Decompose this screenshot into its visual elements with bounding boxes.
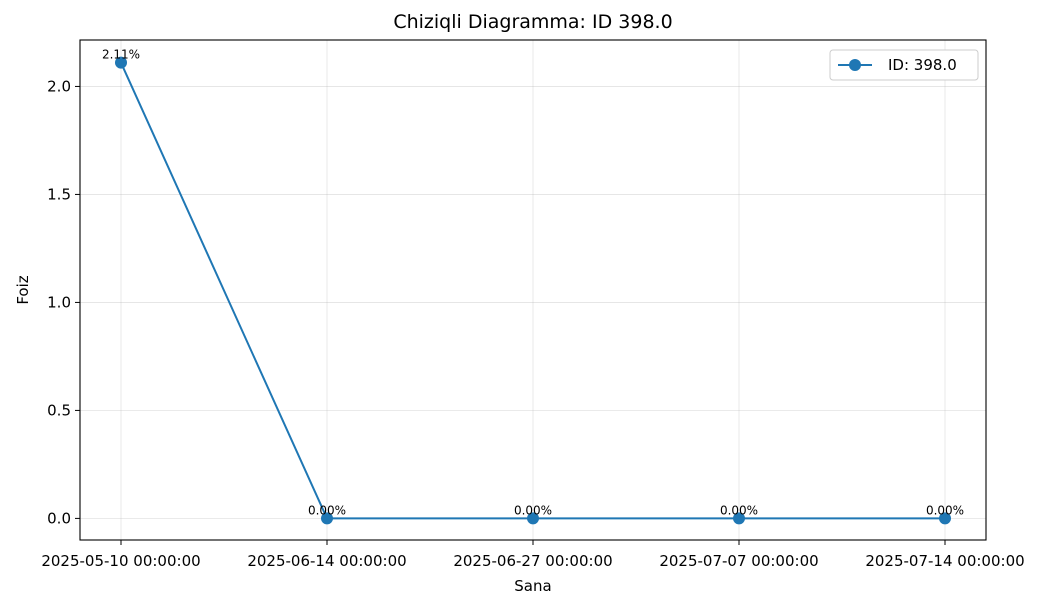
x-tick-label: 2025-06-27 00:00:00 bbox=[453, 552, 612, 570]
data-point-label: 0.00% bbox=[720, 503, 758, 517]
y-tick-label: 1.0 bbox=[47, 293, 71, 311]
y-axis-ticks: 0.0 0.5 1.0 1.5 2.0 bbox=[47, 77, 80, 527]
data-point-marker bbox=[733, 512, 745, 525]
y-tick-label: 1.5 bbox=[47, 185, 71, 203]
data-point-label: 0.00% bbox=[514, 503, 552, 517]
y-axis-label: Foiz bbox=[14, 275, 32, 304]
data-point-label: 0.00% bbox=[926, 503, 964, 517]
legend-marker-swatch bbox=[849, 59, 861, 71]
x-tick-label: 2025-07-07 00:00:00 bbox=[659, 552, 818, 570]
x-tick-label: 2025-06-14 00:00:00 bbox=[247, 552, 406, 570]
x-tick-label: 2025-07-14 00:00:00 bbox=[865, 552, 1024, 570]
legend: ID: 398.0 bbox=[829, 49, 979, 81]
y-tick-label: 0.0 bbox=[47, 509, 71, 527]
data-point-label: 2.11% bbox=[102, 48, 140, 62]
chart-title: Chiziqli Diagramma: ID 398.0 bbox=[393, 11, 672, 33]
y-tick-label: 0.5 bbox=[47, 401, 71, 419]
legend-entry-label: ID: 398.0 bbox=[888, 56, 957, 74]
data-point-marker bbox=[321, 512, 333, 525]
x-tick-label: 2025-05-10 00:00:00 bbox=[41, 552, 200, 570]
data-point-marker bbox=[527, 512, 539, 525]
data-point-marker bbox=[939, 512, 951, 525]
series-markers bbox=[115, 56, 951, 525]
x-axis-ticks: 2025-05-10 00:00:00 2025-06-14 00:00:00 20… bbox=[41, 540, 1025, 570]
y-tick-label: 2.0 bbox=[47, 77, 71, 95]
data-point-marker bbox=[115, 56, 127, 69]
data-point-label: 0.00% bbox=[308, 503, 346, 517]
data-labels: 2.11% 0.00% 0.00% 0.00% 0.00% bbox=[102, 48, 964, 518]
grid bbox=[80, 40, 986, 540]
x-axis-label: Sana bbox=[514, 577, 551, 595]
legend-box bbox=[829, 49, 979, 81]
